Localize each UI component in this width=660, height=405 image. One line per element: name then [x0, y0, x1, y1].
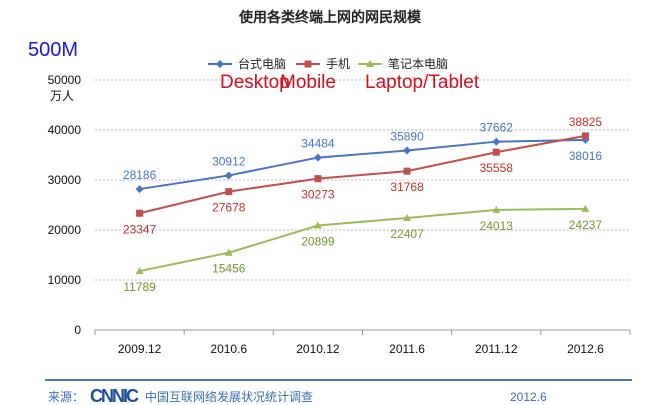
data-label: 22407 — [390, 227, 424, 241]
data-point — [492, 137, 501, 146]
data-label: 30912 — [212, 154, 246, 168]
y-tick-label: 10000 — [48, 273, 82, 287]
data-point — [224, 171, 233, 180]
data-label: 15456 — [212, 262, 246, 276]
data-point — [216, 60, 224, 68]
series-mobile: 23347 27678 30273 31768 35558 38825 — [123, 115, 603, 236]
data-point — [581, 132, 589, 140]
data-point — [313, 153, 322, 162]
data-label: 31768 — [390, 180, 424, 194]
data-point — [313, 221, 322, 229]
data-point — [225, 188, 233, 196]
legend-translation: Desktop — [220, 72, 290, 93]
data-label: 28186 — [123, 168, 157, 182]
y-tick-label: 40000 — [48, 123, 82, 137]
data-label: 27678 — [212, 201, 246, 215]
data-label: 34484 — [301, 137, 335, 151]
series-line — [139, 134, 586, 215]
x-tick-label: 2011.12 — [475, 342, 518, 356]
data-label: 35558 — [480, 161, 514, 175]
legend-label: 手机 — [326, 57, 350, 71]
y-tick-label: 0 — [74, 323, 81, 337]
data-point — [135, 185, 144, 194]
data-point — [366, 60, 374, 67]
cnnic-logo: CNNIC — [90, 386, 139, 405]
series-desktop: 28186 30912 34484 35890 37662 38016 — [123, 121, 603, 194]
footer-source-name: 中国互联网络发展状况统计调查 — [145, 389, 313, 404]
y-axis-unit: 万人 — [50, 89, 74, 103]
data-point — [403, 167, 411, 175]
data-label: 30273 — [301, 188, 335, 202]
series-laptop-tablet: 11789 15456 20899 22407 24013 24237 — [123, 204, 603, 294]
data-label: 24013 — [480, 219, 514, 233]
data-label: 38016 — [569, 149, 603, 163]
legend-translation: Laptop/Tablet — [365, 72, 480, 93]
data-point — [403, 213, 412, 221]
legend-translation: Mobile — [280, 72, 336, 93]
data-point — [581, 204, 590, 212]
chart-title: 使用各类终端上网的网民规模 — [238, 9, 422, 25]
x-tick-label: 2011.6 — [389, 342, 425, 356]
y-tick-label: 50000 — [48, 73, 82, 87]
size-annotation: 500M — [28, 39, 78, 61]
data-label: 23347 — [123, 222, 157, 236]
footer-date: 2012.6 — [510, 390, 547, 404]
footer-source-label: 来源： — [48, 390, 84, 404]
x-tick-label: 2010.6 — [210, 342, 247, 356]
data-label: 35890 — [390, 130, 424, 144]
data-point — [314, 175, 322, 183]
data-label: 24237 — [569, 218, 603, 232]
data-label: 37662 — [480, 121, 514, 135]
data-point — [136, 209, 144, 217]
series-line — [139, 138, 586, 191]
data-point — [492, 205, 501, 213]
legend-label: 笔记本电脑 — [388, 56, 448, 71]
y-tick-label: 20000 — [48, 223, 82, 237]
data-point — [403, 146, 412, 155]
data-point — [224, 248, 233, 256]
data-point — [492, 148, 500, 156]
x-tick-label: 2009.12 — [118, 342, 162, 356]
x-tick-label: 2012.6 — [567, 342, 604, 356]
y-tick-label: 30000 — [48, 173, 82, 187]
data-point — [135, 267, 144, 275]
data-label: 11789 — [123, 280, 156, 294]
data-label: 20899 — [301, 235, 335, 249]
series-line — [139, 207, 586, 273]
data-label: 38825 — [569, 115, 603, 129]
data-point — [304, 60, 312, 68]
legend-label: 台式电脑 — [238, 56, 286, 71]
x-tick-label: 2010.12 — [296, 342, 340, 356]
